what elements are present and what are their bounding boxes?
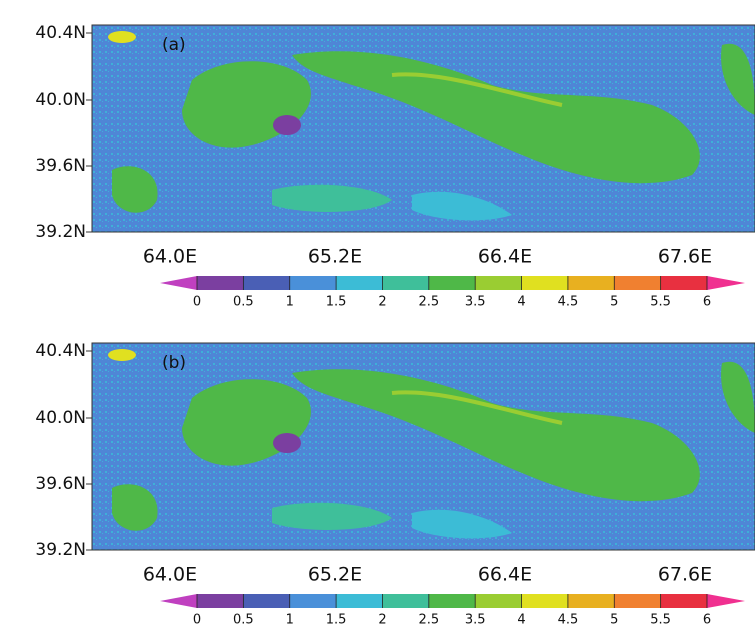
colorbar-segment <box>289 276 337 290</box>
map <box>90 23 755 234</box>
colorbar-segment <box>197 276 244 290</box>
colorbar-label: 1 <box>286 295 294 310</box>
lat-label: 39.6N <box>35 474 86 494</box>
colorbar-segment <box>521 594 568 608</box>
colorbar-segment <box>660 276 707 290</box>
colorbar-segment <box>521 276 568 290</box>
lat-label: 39.2N <box>35 540 86 560</box>
colorbar-label: 4 <box>517 295 525 310</box>
lon-label: 67.6E <box>658 246 712 268</box>
colorbar-segment <box>614 594 661 608</box>
lat-label: 40.0N <box>35 90 86 110</box>
colorbar-segment <box>382 594 429 608</box>
colorbar-label: 4.5 <box>558 295 579 310</box>
lon-label: 66.4E <box>478 564 532 586</box>
map-frame <box>91 24 755 233</box>
lat-label: 40.4N <box>35 23 86 43</box>
colorbar-label: 1 <box>286 613 294 628</box>
colorbar-segment <box>660 594 707 608</box>
colorbar-label: 5.5 <box>650 295 671 310</box>
lon-label: 65.2E <box>308 564 362 586</box>
colorbar-end <box>707 276 745 290</box>
lat-label: 40.4N <box>35 341 86 361</box>
colorbar-label: 0 <box>193 613 201 628</box>
colorbar-segment <box>614 276 661 290</box>
colorbar-segment <box>428 276 476 290</box>
colorbar-label: 0.5 <box>233 295 254 310</box>
lon-label: 66.4E <box>478 246 532 268</box>
colorbar-segment <box>336 594 383 608</box>
colorbar-segment <box>243 594 290 608</box>
colorbar-segment <box>243 276 290 290</box>
panel-label: (a) <box>162 35 186 55</box>
colorbar-end <box>160 594 197 608</box>
colorbar-segment <box>197 594 244 608</box>
lon-label: 67.6E <box>658 564 712 586</box>
colorbar-label: 1.5 <box>326 613 347 628</box>
colorbar-label: 0 <box>193 295 201 310</box>
colorbar-end <box>707 594 745 608</box>
panel-label: (b) <box>162 353 186 373</box>
colorbar-segment <box>382 276 429 290</box>
colorbar-segment <box>475 594 522 608</box>
lat-label: 40.0N <box>35 408 86 428</box>
colorbar-segment <box>428 594 476 608</box>
colorbar-label: 5 <box>610 613 618 628</box>
colorbar-segment <box>475 276 522 290</box>
colorbar-label: 0.5 <box>233 613 254 628</box>
colorbar-label: 2.5 <box>418 613 439 628</box>
lat-label: 39.6N <box>35 156 86 176</box>
colorbar-segment <box>567 594 615 608</box>
colorbar-end <box>160 276 197 290</box>
map-field <box>90 341 755 552</box>
map-field <box>90 23 755 234</box>
colorbar-label: 1.5 <box>326 295 347 310</box>
colorbar-segment <box>336 276 383 290</box>
colorbar-label: 4.5 <box>558 613 579 628</box>
colorbar-label: 6 <box>703 613 711 628</box>
colorbar-label: 3.5 <box>465 295 486 310</box>
colorbar-label: 3.5 <box>465 613 486 628</box>
map-frame <box>91 342 755 551</box>
lat-label: 39.2N <box>35 222 86 242</box>
lon-label: 64.0E <box>143 564 197 586</box>
colorbar-label: 6 <box>703 295 711 310</box>
colorbar-segment <box>567 276 615 290</box>
map <box>90 341 755 552</box>
colorbar-label: 5 <box>610 295 618 310</box>
colorbar-label: 2.5 <box>418 295 439 310</box>
colorbar-label: 5.5 <box>650 613 671 628</box>
colorbar-segment <box>289 594 337 608</box>
lon-label: 64.0E <box>143 246 197 268</box>
colorbar-label: 2 <box>378 613 386 628</box>
colorbar-label: 4 <box>517 613 525 628</box>
colorbar-label: 2 <box>378 295 386 310</box>
lon-label: 65.2E <box>308 246 362 268</box>
